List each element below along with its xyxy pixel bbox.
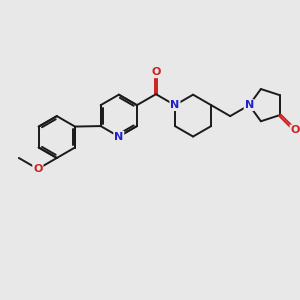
Text: N: N — [244, 100, 254, 110]
Text: N: N — [114, 131, 123, 142]
Text: O: O — [33, 164, 43, 174]
Text: O: O — [290, 125, 300, 136]
Text: N: N — [170, 100, 180, 110]
Text: O: O — [151, 67, 160, 77]
